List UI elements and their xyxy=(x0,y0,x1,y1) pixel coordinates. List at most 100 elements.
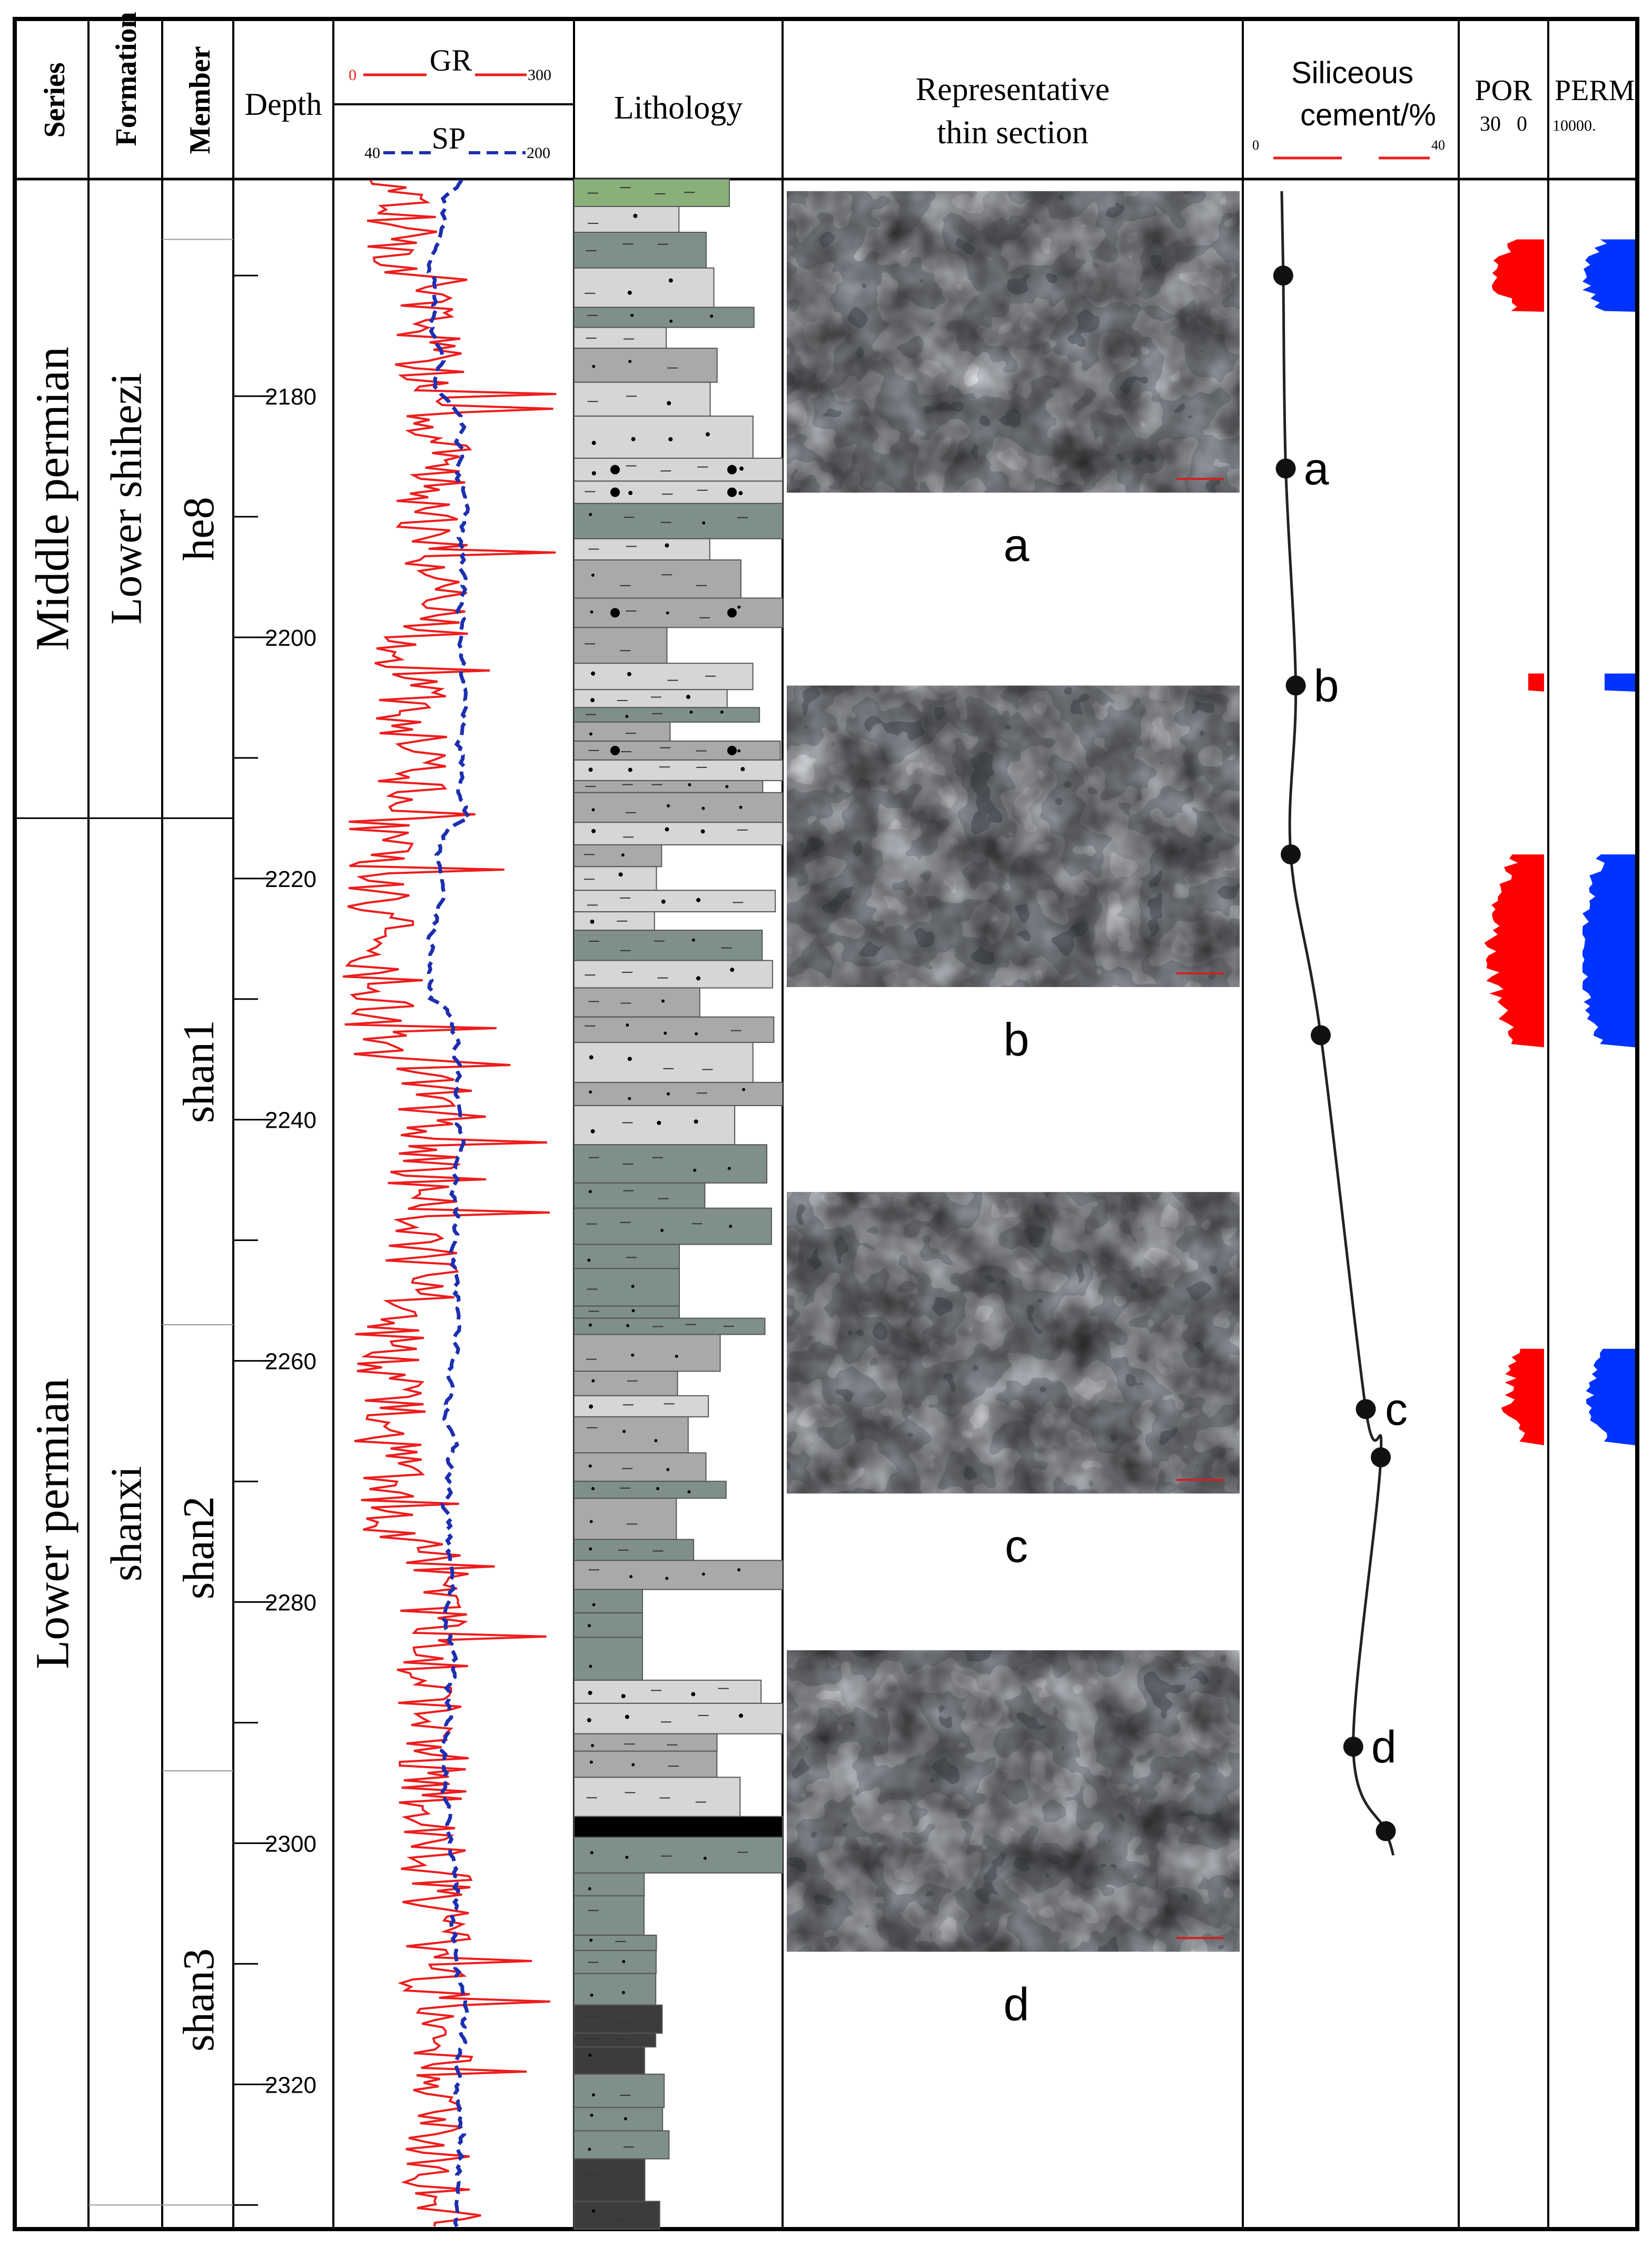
lithology-bed xyxy=(573,822,783,845)
gr-curve xyxy=(342,180,557,2227)
lithology-grain xyxy=(696,976,701,981)
lithology-grain xyxy=(589,1404,593,1409)
lithology-grain xyxy=(688,783,691,786)
lithology-bed xyxy=(573,1182,706,1209)
lithology-grain xyxy=(590,1129,595,1134)
lithology-bed xyxy=(573,206,680,233)
lithology-grain xyxy=(590,698,595,703)
lithology-grain xyxy=(730,968,735,972)
lithology-grain xyxy=(588,1624,591,1628)
lithology-grain xyxy=(589,513,592,516)
header-gr-max: 300 xyxy=(528,66,551,84)
perm-fill xyxy=(1582,239,1635,312)
lithology-grain xyxy=(625,1856,629,1859)
lithology-bed xyxy=(573,1144,768,1184)
lithology-bed xyxy=(573,1268,680,1307)
siliceous-point xyxy=(1281,844,1301,865)
header-depth: Depth xyxy=(245,87,322,122)
lithology-grain xyxy=(621,1694,626,1699)
lithology-grain xyxy=(740,767,745,772)
siliceous-point xyxy=(1273,265,1293,286)
lithology-pebble xyxy=(610,745,620,755)
lithology-grain xyxy=(591,440,596,445)
siliceous-point xyxy=(1371,1447,1391,1467)
lithology-grain xyxy=(689,711,693,714)
lithology-grain xyxy=(633,213,638,218)
thin-section-photo xyxy=(787,191,1240,493)
lithology-grain xyxy=(725,785,729,789)
lithology-bed xyxy=(573,1244,680,1269)
header-lithology: Lithology xyxy=(614,90,743,126)
depth-axis: 2180 2200 2220 2240 2260 2280 2300 2320 xyxy=(233,274,316,2206)
lithology-bed xyxy=(573,1836,783,1874)
lithology-grain xyxy=(628,767,632,772)
lithology-grain xyxy=(627,1057,632,1061)
siliceous-point-label: b xyxy=(1314,661,1339,712)
lithology-bed xyxy=(573,1816,783,1838)
lithology-grain xyxy=(666,1468,670,1472)
lithology-bed xyxy=(573,1334,721,1372)
lithology-grain xyxy=(591,1379,595,1383)
lithology-bed xyxy=(573,930,763,961)
depth-label: 2240 xyxy=(265,1108,316,1134)
lithology-grain xyxy=(661,999,665,1003)
lithology-bed xyxy=(573,1679,762,1704)
depth-label: 2180 xyxy=(265,384,316,410)
depth-label: 2220 xyxy=(265,866,316,892)
lithology-grain xyxy=(742,1088,746,1091)
lithology-bed xyxy=(573,1207,772,1245)
lithology-bed xyxy=(573,1539,695,1561)
lithology-bed xyxy=(573,179,730,207)
sp-curve xyxy=(426,179,472,2228)
thin-section-photo xyxy=(787,1192,1240,1494)
lithology-grain xyxy=(705,432,710,437)
header-sp-min: 40 xyxy=(364,144,380,162)
siliceous-point-label: d xyxy=(1371,1722,1397,1772)
depth-label: 2280 xyxy=(265,1590,316,1616)
por-fill xyxy=(1484,854,1544,1048)
lithology-grain xyxy=(664,1031,667,1035)
thin-section-label: c xyxy=(1005,1520,1028,1572)
lithology-grain xyxy=(702,521,706,525)
lithology-grain xyxy=(668,278,673,283)
lithology-bed xyxy=(573,707,760,723)
lithology-grain xyxy=(590,610,593,614)
lithology-bed xyxy=(573,1895,645,1936)
lithology-grain xyxy=(591,829,596,833)
lithology-grain xyxy=(695,1032,698,1036)
header-sp: SP xyxy=(432,121,466,155)
siliceous-cement-track: a b c d xyxy=(1273,191,1408,1856)
lithology-bed xyxy=(573,1042,754,1083)
lithology-grain xyxy=(587,1258,591,1262)
lithology-grain xyxy=(739,466,744,471)
lithology-bed xyxy=(573,502,783,539)
lithology-bed xyxy=(573,1872,645,1897)
header-siliceous-2: cement/% xyxy=(1300,98,1436,132)
lithology-bed xyxy=(573,1612,643,1638)
depth-label: 2320 xyxy=(265,2072,316,2098)
lithology-bed xyxy=(573,1452,707,1482)
lithology-grain xyxy=(588,1190,592,1194)
lithology-grain xyxy=(656,1487,660,1491)
lithology-bed xyxy=(573,759,783,781)
lithology-bed xyxy=(573,1560,783,1590)
thin-section-label: d xyxy=(1004,1978,1030,2030)
lithology-grain xyxy=(737,749,741,753)
lithology-grain xyxy=(665,543,669,548)
lithology-bed xyxy=(573,866,657,891)
lithology-grain xyxy=(591,808,595,812)
lithology-grain xyxy=(588,1464,592,1468)
lithology-grain xyxy=(589,1938,593,1942)
depth-label: 2300 xyxy=(265,1831,316,1857)
lithology-grain xyxy=(587,1718,591,1722)
lithology-bed xyxy=(573,457,783,482)
perm-track xyxy=(1582,239,1635,1445)
lithology-pebble xyxy=(610,608,620,618)
lithology-bed xyxy=(573,559,741,599)
thin-section-photo xyxy=(787,1650,1240,1952)
lithology-grain xyxy=(589,1090,592,1094)
lithology-bed xyxy=(573,1016,775,1043)
thin-section-label: a xyxy=(1004,519,1030,571)
lithology-pebble xyxy=(610,465,620,475)
